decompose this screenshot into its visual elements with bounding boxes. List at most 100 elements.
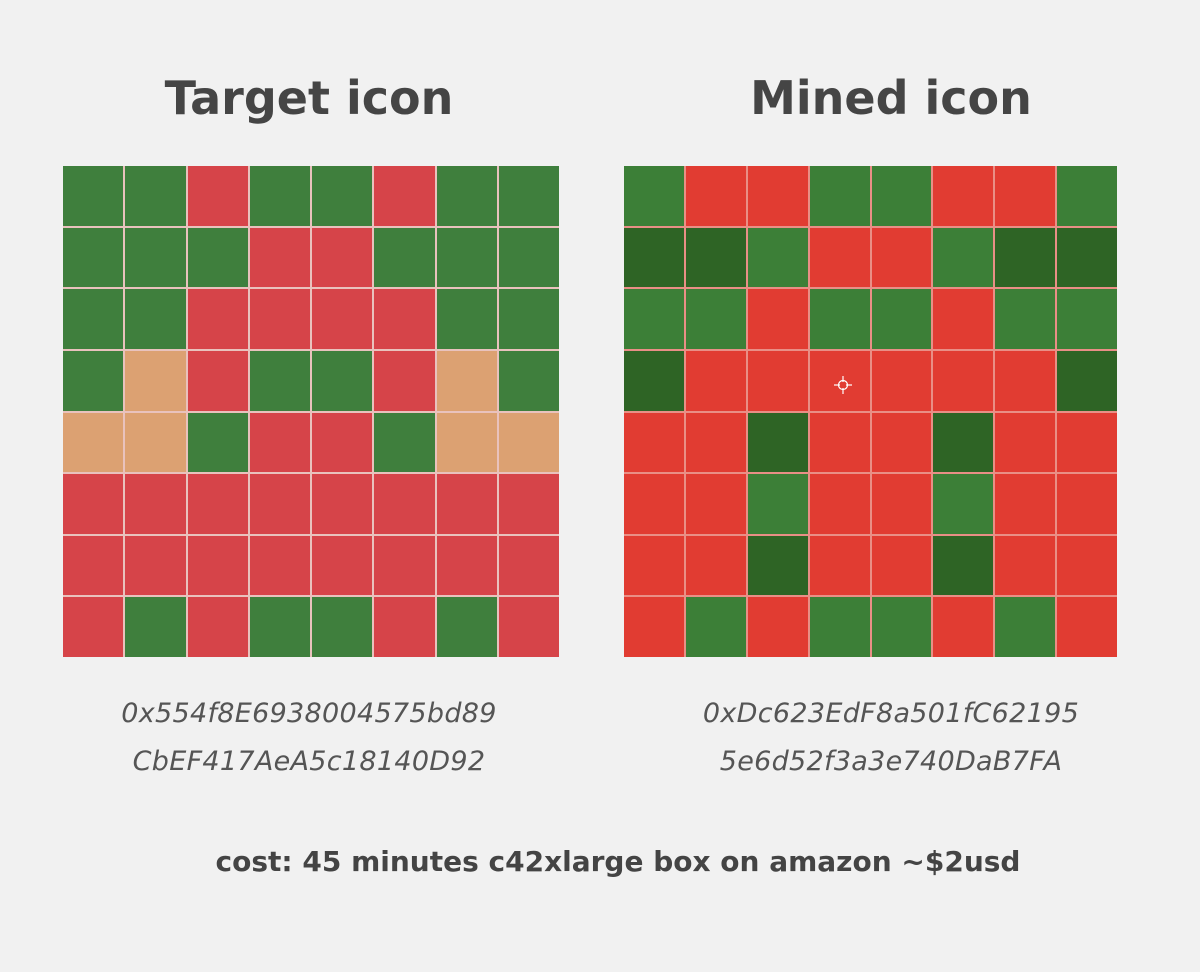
target-pixel-cell bbox=[436, 412, 497, 473]
mined-pixel-cell bbox=[995, 227, 1056, 288]
target-pixel-cell bbox=[436, 474, 497, 534]
target-pixel-cell bbox=[63, 289, 124, 349]
mined-pixel-cell bbox=[933, 474, 994, 534]
target-pixel-cell bbox=[374, 350, 435, 411]
mined-pixel-cell bbox=[624, 474, 684, 534]
target-pixel-cell bbox=[63, 597, 124, 657]
mined-pixel-cell bbox=[685, 227, 746, 288]
target-pixel-cell bbox=[187, 535, 248, 596]
mined-icon-grid bbox=[624, 166, 1117, 657]
target-pixel-cell bbox=[125, 289, 186, 349]
target-pixel-cell bbox=[63, 412, 124, 473]
target-pixel-cell bbox=[498, 597, 559, 657]
mined-pixel-cell bbox=[995, 350, 1056, 411]
target-pixel-cell bbox=[374, 535, 435, 596]
mined-pixel-cell bbox=[1057, 227, 1117, 288]
mined-pixel-cell bbox=[1057, 289, 1117, 349]
mined-pixel-cell bbox=[747, 535, 808, 596]
target-pixel-cell bbox=[498, 474, 559, 534]
mined-pixel-cell bbox=[995, 166, 1056, 226]
mined-pixel-cell bbox=[685, 597, 746, 657]
target-pixel-cell bbox=[125, 412, 186, 473]
mined-pixel-cell bbox=[1057, 535, 1117, 596]
mined-address-line-2: 5e6d52f3a3e740DaB7FA bbox=[719, 746, 1063, 777]
target-pixel-cell bbox=[63, 474, 124, 534]
mined-pixel-cell bbox=[871, 474, 932, 534]
target-pixel-cell bbox=[187, 227, 248, 288]
mined-pixel-cell bbox=[933, 289, 994, 349]
target-pixel-cell bbox=[125, 535, 186, 596]
mined-pixel-cell bbox=[747, 166, 808, 226]
mined-pixel-cell bbox=[995, 474, 1056, 534]
mined-pixel-cell bbox=[809, 350, 870, 411]
mined-pixel-cell bbox=[685, 289, 746, 349]
target-pixel-cell bbox=[63, 350, 124, 411]
target-pixel-cell bbox=[125, 166, 186, 226]
target-pixel-cell bbox=[498, 289, 559, 349]
mined-pixel-cell bbox=[809, 597, 870, 657]
mined-pixel-cell bbox=[871, 597, 932, 657]
mined-pixel-cell bbox=[995, 289, 1056, 349]
target-pixel-cell bbox=[187, 350, 248, 411]
target-pixel-cell bbox=[187, 166, 248, 226]
target-pixel-cell bbox=[374, 289, 435, 349]
mined-pixel-cell bbox=[624, 166, 684, 226]
target-pixel-cell bbox=[249, 535, 310, 596]
mined-pixel-cell bbox=[1057, 597, 1117, 657]
mined-pixel-cell bbox=[747, 227, 808, 288]
mined-pixel-cell bbox=[933, 166, 994, 226]
target-pixel-cell bbox=[374, 474, 435, 534]
mined-pixel-cell bbox=[995, 535, 1056, 596]
mined-pixel-cell bbox=[624, 597, 684, 657]
target-pixel-cell bbox=[498, 227, 559, 288]
mined-pixel-cell bbox=[747, 350, 808, 411]
target-pixel-cell bbox=[436, 350, 497, 411]
cost-caption: cost: 45 minutes c42xlarge box on amazon… bbox=[215, 845, 1021, 878]
mined-pixel-cell bbox=[685, 350, 746, 411]
target-icon-grid bbox=[63, 166, 559, 657]
target-pixel-cell bbox=[249, 289, 310, 349]
mined-pixel-cell bbox=[809, 474, 870, 534]
target-pixel-cell bbox=[374, 412, 435, 473]
mined-pixel-cell bbox=[809, 227, 870, 288]
mined-pixel-cell bbox=[747, 597, 808, 657]
mined-pixel-cell bbox=[1057, 166, 1117, 226]
mined-pixel-cell bbox=[871, 289, 932, 349]
mined-pixel-cell bbox=[624, 289, 684, 349]
target-pixel-cell bbox=[249, 227, 310, 288]
mined-pixel-cell bbox=[747, 412, 808, 473]
mined-pixel-cell bbox=[871, 412, 932, 473]
target-pixel-cell bbox=[498, 166, 559, 226]
mined-pixel-cell bbox=[624, 535, 684, 596]
target-pixel-cell bbox=[125, 597, 186, 657]
mined-pixel-cell bbox=[685, 535, 746, 596]
mined-pixel-cell bbox=[624, 412, 684, 473]
target-pixel-cell bbox=[187, 474, 248, 534]
target-pixel-cell bbox=[374, 227, 435, 288]
mined-pixel-cell bbox=[624, 227, 684, 288]
target-pixel-cell bbox=[249, 597, 310, 657]
mined-pixel-cell bbox=[871, 350, 932, 411]
mined-pixel-cell bbox=[871, 535, 932, 596]
target-pixel-cell bbox=[187, 289, 248, 349]
mined-pixel-cell bbox=[685, 166, 746, 226]
mined-pixel-cell bbox=[1057, 412, 1117, 473]
target-address-line-2: CbEF417AeA5c18140D92 bbox=[132, 746, 486, 777]
mined-pixel-cell bbox=[871, 166, 932, 226]
target-pixel-cell bbox=[249, 166, 310, 226]
target-pixel-cell bbox=[374, 597, 435, 657]
target-address-line-1: 0x554f8E6938004575bd89 bbox=[121, 698, 497, 729]
target-pixel-cell bbox=[312, 166, 373, 226]
target-pixel-cell bbox=[312, 350, 373, 411]
mined-pixel-cell bbox=[933, 350, 994, 411]
mined-pixel-cell bbox=[995, 412, 1056, 473]
target-pixel-cell bbox=[249, 350, 310, 411]
target-pixel-cell bbox=[436, 597, 497, 657]
mined-pixel-cell bbox=[995, 597, 1056, 657]
target-pixel-cell bbox=[436, 227, 497, 288]
target-pixel-cell bbox=[312, 227, 373, 288]
mined-address-line-1: 0xDc623EdF8a501fC62195 bbox=[702, 698, 1080, 729]
mined-pixel-cell bbox=[871, 227, 932, 288]
crosshair-cursor-icon bbox=[834, 376, 852, 394]
target-pixel-cell bbox=[436, 289, 497, 349]
